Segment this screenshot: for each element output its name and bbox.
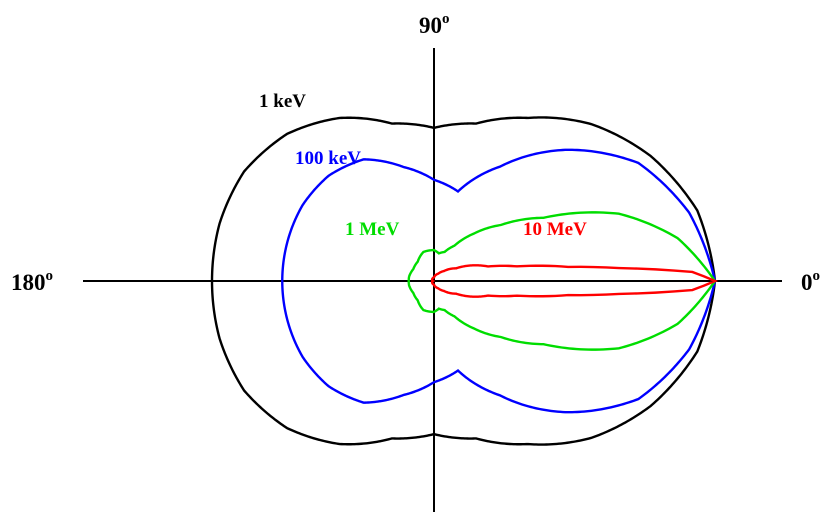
series-label-100kev: 100 keV [295,148,361,169]
angle-label-0: 0o [801,268,820,295]
series-curve-100kev [281,148,717,414]
angle-label-180: 180o [11,268,53,295]
series-label-1mev: 1 MeV [345,219,400,240]
series-label-1kev: 1 keV [259,91,306,112]
series-curve-1kev [210,116,717,446]
angle-label-90: 90o [419,11,450,38]
series-curve-10mev [430,264,719,298]
series-label-10mev: 10 MeV [523,219,587,240]
series-curves [210,116,719,446]
series-curve-1mev [407,211,717,351]
